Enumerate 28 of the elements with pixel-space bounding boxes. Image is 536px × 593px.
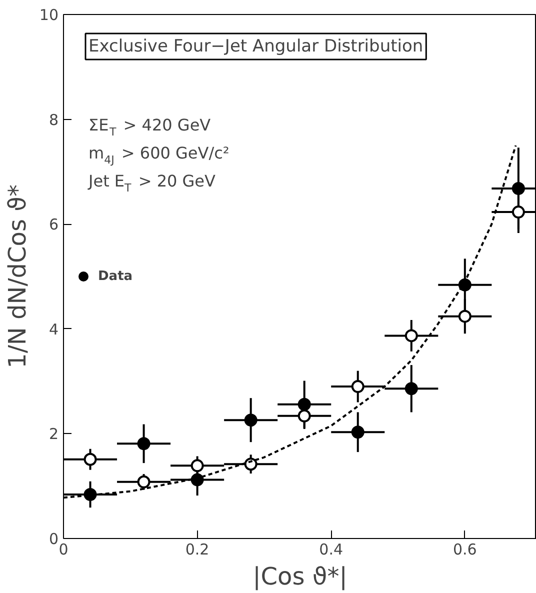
point — [190, 459, 204, 472]
point — [404, 382, 418, 396]
point — [458, 310, 472, 323]
x-tick-label: 0.4 — [319, 540, 344, 558]
y-tick-label: 8 — [48, 110, 59, 129]
y-tick-label: 10 — [39, 6, 59, 24]
y-tick-label: 4 — [48, 320, 59, 338]
x-tick-label: 0.2 — [185, 540, 210, 558]
point — [512, 206, 525, 219]
point — [137, 475, 150, 488]
y-axis-title: 1/N dN/dCos ϑ* — [3, 184, 32, 368]
text: Exclusive Four−Jet Angular Distribution — [88, 36, 424, 56]
point — [298, 409, 311, 422]
point — [190, 473, 204, 486]
point — [351, 380, 364, 394]
point — [512, 182, 525, 195]
point — [137, 437, 150, 450]
point — [84, 452, 97, 466]
y-tick-label: 2 — [48, 425, 59, 444]
x-tick-label: 0.6 — [452, 540, 477, 558]
point — [244, 458, 258, 471]
point — [244, 414, 258, 427]
point — [404, 329, 418, 342]
y-tick-label: 6 — [48, 216, 59, 234]
legend-label: Data — [98, 268, 133, 284]
x-axis-title: |Cos ϑ*| — [252, 562, 348, 590]
point — [351, 426, 364, 439]
point — [458, 278, 472, 292]
